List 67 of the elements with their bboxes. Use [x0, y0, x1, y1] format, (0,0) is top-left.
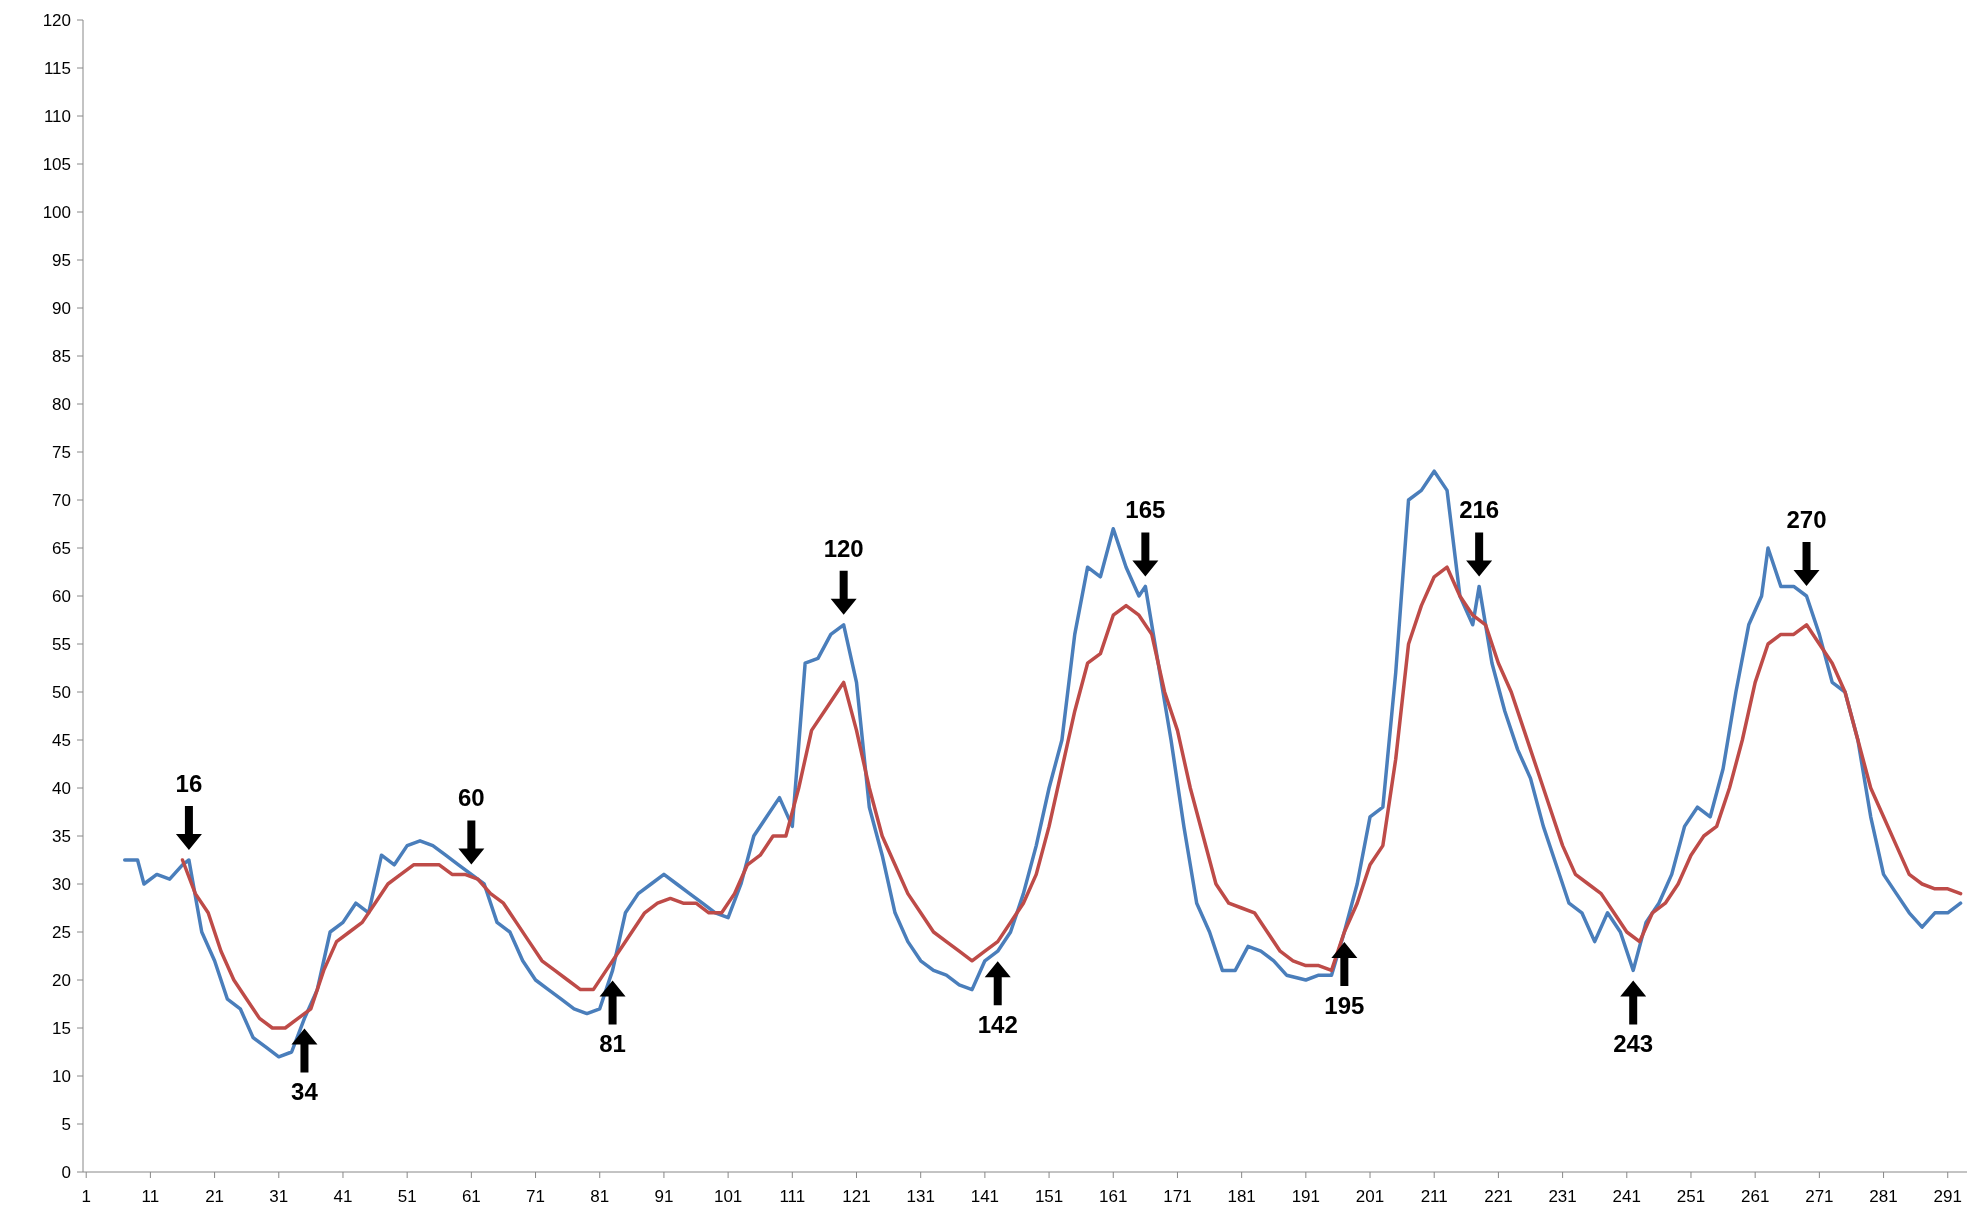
- y-tick-label: 25: [52, 922, 71, 942]
- y-tick-label: 40: [52, 778, 71, 798]
- x-tick-label: 131: [906, 1187, 935, 1206]
- x-tick-label: 121: [842, 1187, 871, 1206]
- y-tick-label: 115: [43, 58, 71, 78]
- y-tick-label: 15: [52, 1018, 71, 1038]
- x-tick-label: 171: [1163, 1187, 1192, 1206]
- y-tick-label: 65: [52, 538, 71, 558]
- y-tick-label: 105: [42, 154, 71, 174]
- y-tick-label: 55: [52, 634, 71, 654]
- y-tick-label: 30: [52, 874, 71, 894]
- y-tick-label: 45: [52, 730, 71, 750]
- y-tick-label: 85: [52, 346, 71, 366]
- x-tick-label: 251: [1676, 1187, 1706, 1206]
- x-tick-label: 261: [1740, 1187, 1770, 1206]
- y-tick-label: 75: [52, 442, 71, 462]
- annotation: 34: [291, 1078, 319, 1106]
- x-tick-label: 1: [81, 1187, 91, 1206]
- x-tick-label: 81: [590, 1187, 610, 1206]
- x-tick-label: 221: [1484, 1187, 1513, 1206]
- y-tick-label: 20: [52, 970, 71, 990]
- x-tick-label: 241: [1612, 1187, 1641, 1206]
- annotation: 81: [599, 1030, 626, 1058]
- x-tick-label: 141: [970, 1187, 1000, 1206]
- y-tick-label: 50: [52, 682, 71, 702]
- y-tick-label: 5: [61, 1114, 71, 1134]
- y-tick-label: 120: [42, 10, 71, 30]
- x-tick-label: 201: [1355, 1187, 1385, 1206]
- x-tick-label: 191: [1291, 1187, 1321, 1206]
- annotation: 142: [977, 1011, 1018, 1039]
- annotation: 216: [1459, 496, 1500, 524]
- x-tick-label: 41: [333, 1187, 353, 1206]
- annotation: 195: [1324, 992, 1365, 1019]
- y-tick-label: 35: [52, 826, 71, 846]
- x-tick-label: 211: [1420, 1187, 1448, 1206]
- x-tick-label: 231: [1548, 1187, 1577, 1206]
- y-tick-label: 90: [52, 298, 71, 318]
- y-tick-label: 60: [52, 586, 71, 606]
- annotation: 243: [1613, 1030, 1654, 1058]
- x-tick-label: 291: [1933, 1187, 1962, 1206]
- x-tick-label: 271: [1805, 1187, 1834, 1206]
- x-tick-label: 101: [713, 1187, 743, 1206]
- y-tick-label: 80: [52, 394, 71, 414]
- x-tick-label: 151: [1034, 1187, 1064, 1206]
- x-tick-label: 161: [1099, 1187, 1128, 1206]
- annotation: 16: [175, 770, 203, 797]
- x-tick-label: 61: [461, 1187, 481, 1206]
- y-tick-label: 95: [52, 250, 71, 270]
- annotation: 120: [823, 534, 864, 562]
- y-tick-label: 0: [61, 1162, 71, 1182]
- x-tick-label: 281: [1869, 1187, 1898, 1206]
- x-tick-label: 31: [269, 1187, 289, 1206]
- x-tick-label: 111: [779, 1187, 806, 1206]
- x-tick-label: 11: [141, 1187, 160, 1206]
- x-tick-label: 21: [205, 1187, 225, 1206]
- annotation: 165: [1125, 496, 1166, 524]
- x-tick-label: 181: [1227, 1187, 1256, 1206]
- y-tick-label: 10: [52, 1066, 71, 1086]
- line-series: [122, 469, 1963, 1059]
- y-tick-label: 100: [42, 202, 71, 222]
- annotation: 60: [458, 784, 485, 812]
- x-tick-label: 51: [397, 1187, 417, 1206]
- x-tick-label: 71: [526, 1187, 546, 1206]
- y-tick-label: 110: [43, 106, 71, 126]
- x-tick-label: 91: [654, 1187, 674, 1206]
- y-tick-label: 70: [52, 490, 71, 510]
- annotation: 270: [1786, 506, 1827, 533]
